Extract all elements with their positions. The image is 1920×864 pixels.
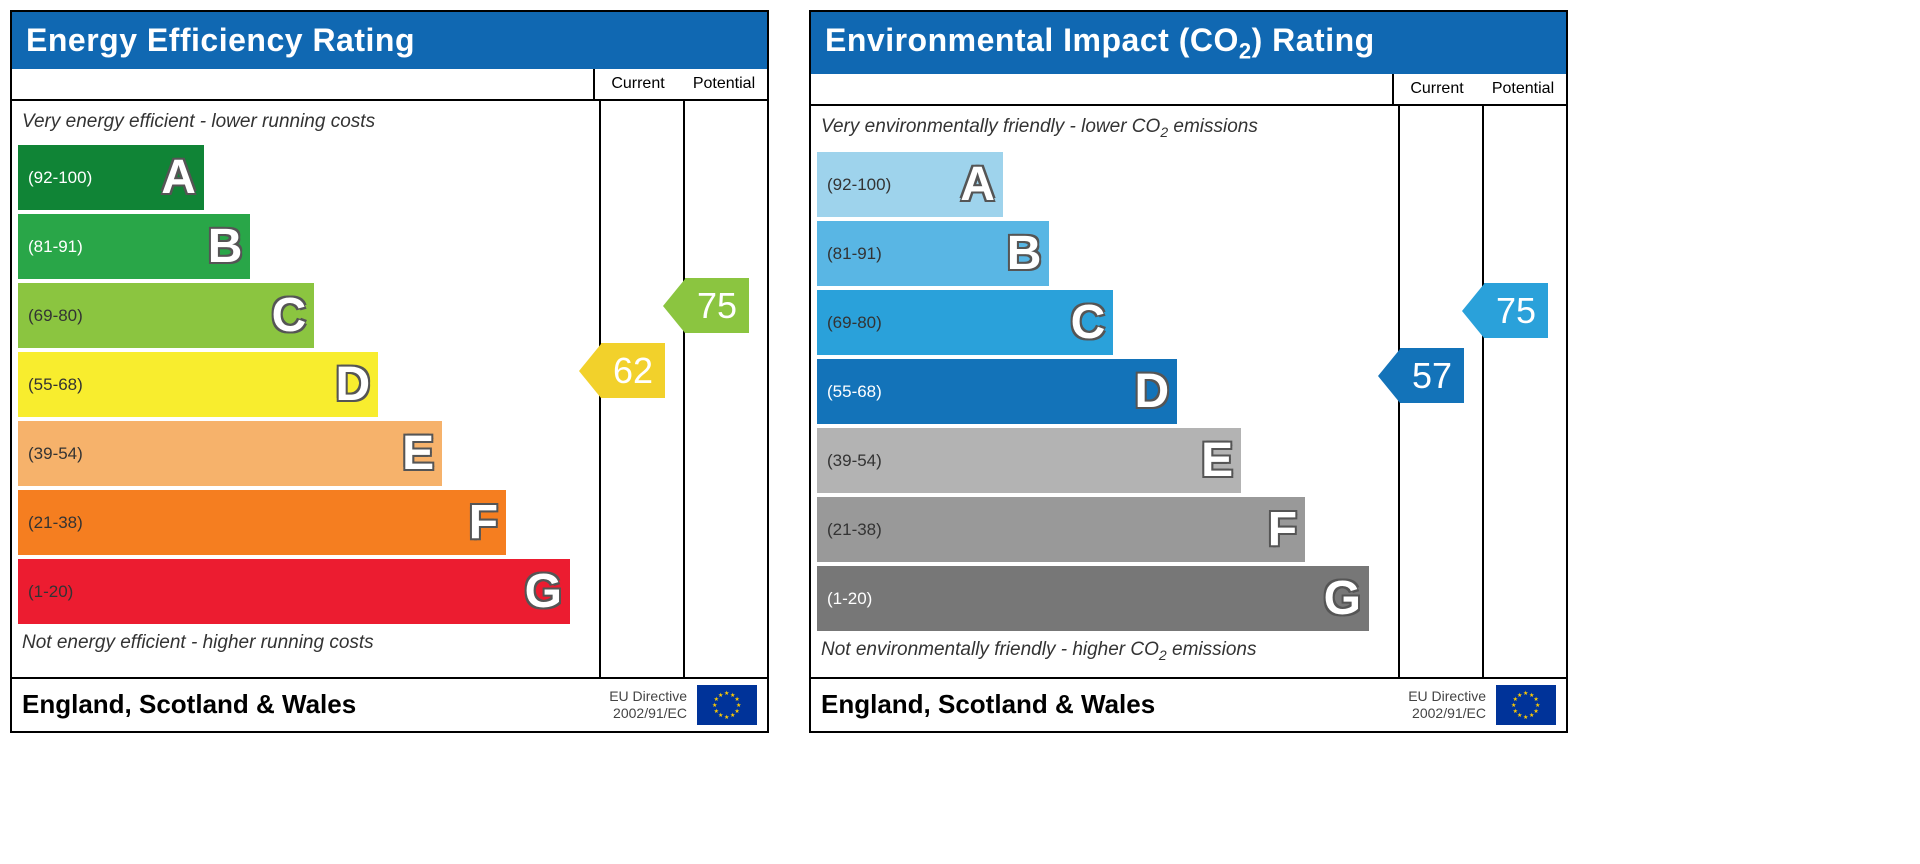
band-row-g: (1-20) G xyxy=(12,557,599,626)
band-range: (39-54) xyxy=(817,451,882,471)
bottom-note: Not environmentally friendly - higher CO… xyxy=(811,633,1398,673)
rating-pointer: 75 xyxy=(663,278,749,333)
rating-value: 62 xyxy=(601,343,665,398)
band-range: (39-54) xyxy=(18,444,83,464)
band-bar: (21-38) F xyxy=(817,497,1305,562)
band-bar: (1-20) G xyxy=(18,559,570,624)
region-label: England, Scotland & Wales xyxy=(821,689,1155,720)
chart-title: Environmental Impact (CO2) Rating xyxy=(811,12,1566,74)
band-range: (92-100) xyxy=(18,168,92,188)
col-potential-label: Potential xyxy=(1480,74,1566,104)
bottom-note: Not energy efficient - higher running co… xyxy=(12,626,599,664)
eu-flag-icon: ★★★★★★★★★★★★ xyxy=(697,685,757,725)
band-letter: D xyxy=(336,357,371,412)
band-letter: F xyxy=(1268,502,1297,557)
band-row-a: (92-100) A xyxy=(12,143,599,212)
chart-title: Energy Efficiency Rating xyxy=(12,12,767,69)
band-row-f: (21-38) F xyxy=(12,488,599,557)
current-column: 62 xyxy=(601,101,685,677)
band-range: (69-80) xyxy=(817,313,882,333)
band-letter: G xyxy=(1324,571,1361,626)
bars-area: Very energy efficient - lower running co… xyxy=(12,101,601,677)
band-bar: (21-38) F xyxy=(18,490,506,555)
top-note: Very energy efficient - lower running co… xyxy=(12,105,599,143)
bars-area: Very environmentally friendly - lower CO… xyxy=(811,106,1400,677)
band-bar: (81-91) B xyxy=(18,214,250,279)
eu-flag-icon: ★★★★★★★★★★★★ xyxy=(1496,685,1556,725)
band-range: (81-91) xyxy=(817,244,882,264)
band-row-d: (55-68) D xyxy=(12,350,599,419)
potential-column: 75 xyxy=(1484,106,1566,677)
col-potential-label: Potential xyxy=(681,69,767,99)
band-range: (21-38) xyxy=(18,513,83,533)
band-bar: (39-54) E xyxy=(817,428,1241,493)
band-letter: E xyxy=(402,426,434,481)
rating-value: 57 xyxy=(1400,348,1464,403)
band-bar: (81-91) B xyxy=(817,221,1049,286)
band-row-b: (81-91) B xyxy=(811,219,1398,288)
band-bar: (92-100) A xyxy=(18,145,204,210)
potential-column: 75 xyxy=(685,101,767,677)
band-range: (55-68) xyxy=(817,382,882,402)
band-range: (69-80) xyxy=(18,306,83,326)
band-letter: E xyxy=(1201,433,1233,488)
band-range: (21-38) xyxy=(817,520,882,540)
band-row-b: (81-91) B xyxy=(12,212,599,281)
band-range: (92-100) xyxy=(817,175,891,195)
band-letter: B xyxy=(1007,226,1042,281)
rating-pointer: 75 xyxy=(1462,283,1548,338)
band-row-g: (1-20) G xyxy=(811,564,1398,633)
band-row-d: (55-68) D xyxy=(811,357,1398,426)
rating-pointer: 62 xyxy=(579,343,665,398)
band-range: (81-91) xyxy=(18,237,83,257)
chart-footer: England, Scotland & Wales EU Directive 2… xyxy=(12,677,767,731)
rating-value: 75 xyxy=(1484,283,1548,338)
band-letter: G xyxy=(525,564,562,619)
band-range: (1-20) xyxy=(18,582,73,602)
directive-text: EU Directive 2002/91/EC xyxy=(1408,688,1486,722)
col-current-label: Current xyxy=(595,69,681,99)
band-row-c: (69-80) C xyxy=(12,281,599,350)
band-letter: C xyxy=(1071,295,1106,350)
band-letter: F xyxy=(469,495,498,550)
columns-header: Current Potential xyxy=(12,69,767,101)
band-row-e: (39-54) E xyxy=(811,426,1398,495)
directive-text: EU Directive 2002/91/EC xyxy=(609,688,687,722)
band-range: (55-68) xyxy=(18,375,83,395)
band-letter: C xyxy=(272,288,307,343)
band-range: (1-20) xyxy=(817,589,872,609)
band-bar: (39-54) E xyxy=(18,421,442,486)
band-letter: A xyxy=(161,150,196,205)
band-letter: D xyxy=(1135,364,1170,419)
band-bar: (55-68) D xyxy=(18,352,378,417)
columns-header: Current Potential xyxy=(811,74,1566,106)
environmental-impact-chart: Environmental Impact (CO2) Rating Curren… xyxy=(809,10,1568,733)
rating-value: 75 xyxy=(685,278,749,333)
band-row-e: (39-54) E xyxy=(12,419,599,488)
band-row-c: (69-80) C xyxy=(811,288,1398,357)
region-label: England, Scotland & Wales xyxy=(22,689,356,720)
band-bar: (55-68) D xyxy=(817,359,1177,424)
bands-container: (92-100) A (81-91) B (69-80) C (55-68) D (39-54)… xyxy=(12,143,599,626)
band-letter: A xyxy=(960,157,995,212)
band-row-f: (21-38) F xyxy=(811,495,1398,564)
band-bar: (1-20) G xyxy=(817,566,1369,631)
top-note: Very environmentally friendly - lower CO… xyxy=(811,110,1398,150)
band-row-a: (92-100) A xyxy=(811,150,1398,219)
band-bar: (92-100) A xyxy=(817,152,1003,217)
rating-pointer: 57 xyxy=(1378,348,1464,403)
band-bar: (69-80) C xyxy=(18,283,314,348)
band-bar: (69-80) C xyxy=(817,290,1113,355)
band-letter: B xyxy=(208,219,243,274)
col-current-label: Current xyxy=(1394,74,1480,104)
bands-container: (92-100) A (81-91) B (69-80) C (55-68) D (39-54)… xyxy=(811,150,1398,633)
chart-footer: England, Scotland & Wales EU Directive 2… xyxy=(811,677,1566,731)
current-column: 57 xyxy=(1400,106,1484,677)
energy-efficiency-chart: Energy Efficiency Rating Current Potenti… xyxy=(10,10,769,733)
